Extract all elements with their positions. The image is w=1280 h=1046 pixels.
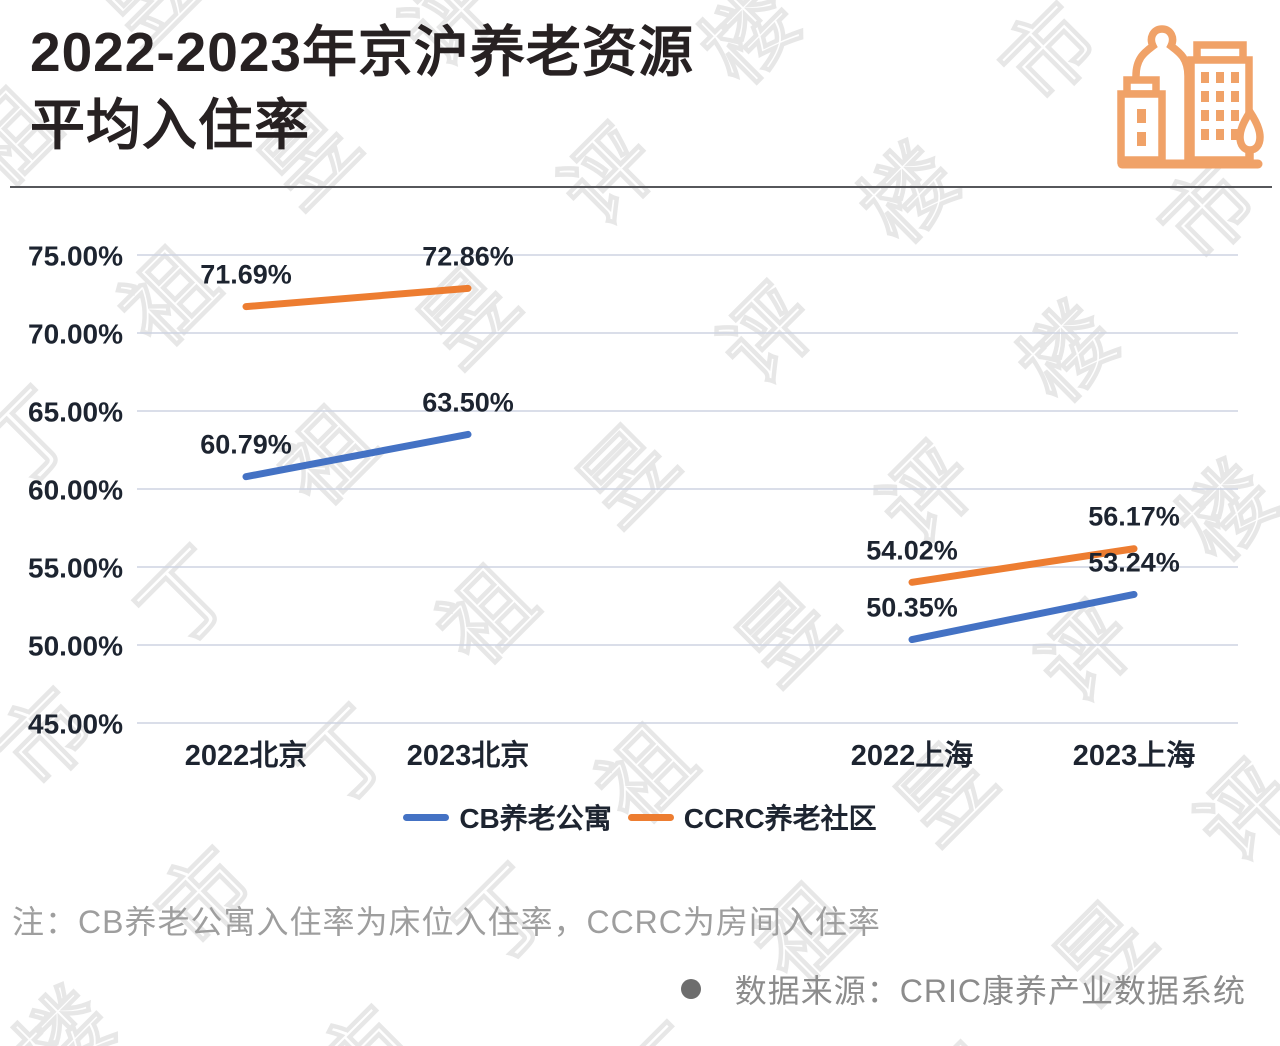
series-line: [908, 590, 1138, 644]
legend-line-swatch-icon: [627, 813, 674, 821]
data-label: 53.24%: [1088, 547, 1180, 577]
y-tick-label: 65.00%: [28, 397, 123, 428]
data-label: 54.02%: [866, 535, 958, 565]
y-tick-label: 75.00%: [28, 241, 123, 272]
y-tick-label: 50.00%: [28, 631, 123, 662]
series-line: [242, 284, 472, 311]
page-title-line1: 2022-2023年京沪养老资源: [30, 21, 695, 83]
page-title: 2022-2023年京沪养老资源 平均入住率: [30, 16, 1030, 161]
legend-item: CCRC养老社区: [627, 797, 877, 837]
data-label: 50.35%: [866, 593, 958, 623]
legend-label: CCRC养老社区: [683, 803, 877, 834]
y-tick-label: 45.00%: [28, 709, 123, 740]
x-axis-label: 2022北京: [185, 738, 308, 772]
data-label: 63.50%: [422, 387, 514, 417]
y-tick-label: 60.00%: [28, 475, 123, 506]
chart-legend: CB养老公寓 CCRC养老社区: [0, 797, 1280, 837]
y-tick-label: 55.00%: [28, 553, 123, 584]
legend-line-swatch-icon: [403, 813, 450, 821]
data-label: 56.17%: [1088, 502, 1180, 532]
city-buildings-icon: [1117, 25, 1264, 169]
data-label: 72.86%: [422, 241, 514, 271]
y-tick-label: 70.00%: [28, 319, 123, 350]
page-title-line2: 平均入住率: [30, 93, 311, 156]
series-line: [242, 430, 472, 481]
data-label: 60.79%: [200, 430, 292, 460]
legend-item: CB养老公寓: [403, 797, 612, 837]
x-axis-label: 2023北京: [407, 738, 530, 772]
data-source-text: 数据来源：CRIC康养产业数据系统: [734, 973, 1246, 1009]
data-label: 71.69%: [200, 260, 292, 290]
dot-icon: [680, 979, 701, 999]
series-line: [908, 545, 1138, 586]
x-axis-label: 2023上海: [1073, 739, 1196, 772]
title-divider: [10, 186, 1272, 188]
footnote: 注：CB养老公寓入住率为床位入住率，CCRC为房间入住率: [12, 904, 881, 940]
legend-label: CB养老公寓: [459, 803, 612, 834]
data-source-row: 数据来源：CRIC康养产业数据系统: [680, 966, 1246, 1012]
x-axis-label: 2022上海: [851, 739, 974, 772]
